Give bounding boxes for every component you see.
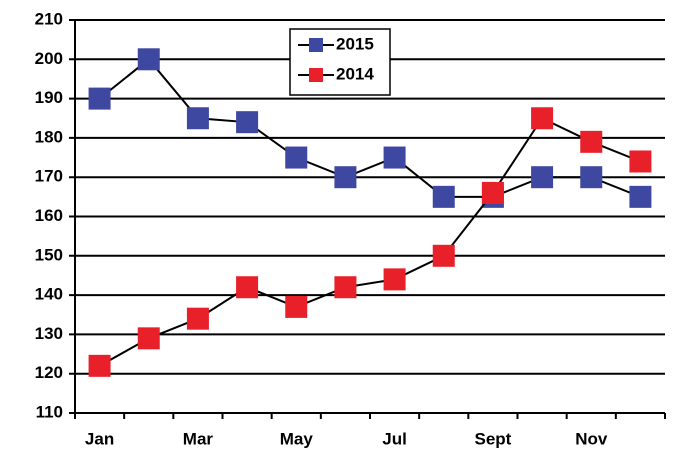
legend-label: 2014 <box>336 64 374 83</box>
y-tick-label: 140 <box>35 285 63 304</box>
y-tick-label: 130 <box>35 324 63 343</box>
marker <box>580 130 603 153</box>
marker <box>531 166 554 189</box>
x-tick-label: Jan <box>85 429 114 448</box>
marker <box>481 181 504 204</box>
marker <box>629 150 652 173</box>
marker <box>383 268 406 291</box>
marker <box>88 354 111 377</box>
marker <box>236 111 259 134</box>
marker <box>432 185 455 208</box>
y-tick-label: 210 <box>35 9 63 28</box>
x-tick-label: Sept <box>474 429 511 448</box>
marker <box>137 48 160 71</box>
series-line <box>99 116 641 367</box>
legend-marker <box>309 68 323 82</box>
marker <box>629 185 652 208</box>
legend-label: 2015 <box>336 34 374 53</box>
y-tick-label: 190 <box>35 88 63 107</box>
x-tick-label: Mar <box>183 429 214 448</box>
marker <box>186 107 209 130</box>
marker <box>383 146 406 169</box>
y-tick-label: 110 <box>36 402 63 421</box>
marker <box>285 146 308 169</box>
y-tick-label: 200 <box>35 49 63 68</box>
y-tick-label: 170 <box>35 167 63 186</box>
y-tick-label: 150 <box>35 245 63 264</box>
marker <box>531 107 554 130</box>
x-tick-label: Jul <box>382 429 407 448</box>
marker <box>432 244 455 267</box>
marker <box>580 166 603 189</box>
marker <box>88 87 111 110</box>
marker <box>285 295 308 318</box>
legend-marker <box>309 38 323 52</box>
x-tick-label: May <box>280 429 314 448</box>
marker <box>186 307 209 330</box>
y-tick-label: 120 <box>35 363 63 382</box>
x-tick-label: Nov <box>575 429 608 448</box>
marker <box>334 166 357 189</box>
y-tick-label: 160 <box>35 206 63 225</box>
y-tick-label: 180 <box>35 127 63 146</box>
marker <box>236 276 259 299</box>
marker <box>137 327 160 350</box>
legend-box <box>289 28 391 96</box>
marker <box>334 276 357 299</box>
